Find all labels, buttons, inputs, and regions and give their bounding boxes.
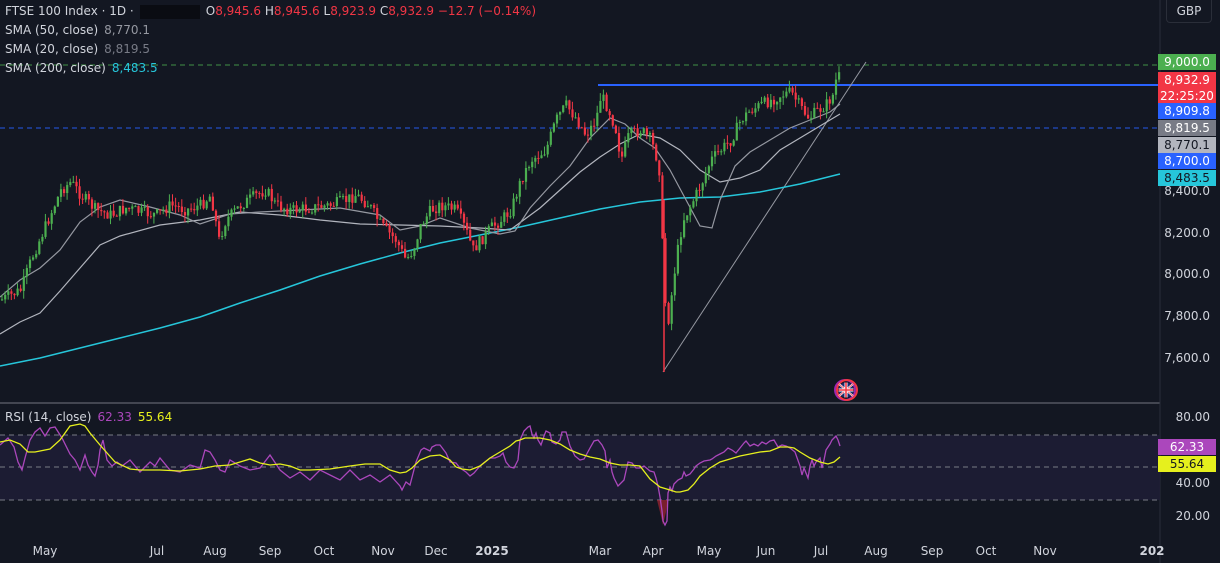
rsi-label: RSI (14, close) [5,410,92,424]
time-label: Mar [588,544,612,558]
open-value: 8,945.6 [215,4,262,18]
price-tag-support: 8,700.0 [1158,153,1216,169]
price-tick: 8,200.0 [1164,226,1210,240]
time-label: Aug [203,544,227,558]
time-label: Jul [813,544,829,558]
uk-flag-event-icon[interactable] [834,379,858,401]
sma-50-line [0,113,841,335]
low-value: 8,923.9 [330,4,377,18]
indicator-label: SMA (50, close) [5,23,99,37]
rsi-tick: 40.00 [1175,476,1210,490]
time-label: May [32,544,58,558]
time-label: Nov [371,544,395,558]
price-tag-resistance: 8,909.8 [1158,103,1216,119]
symbol-title: FTSE 100 Index · 1D · [5,4,134,18]
time-label: Sep [920,544,944,558]
time-label: Apr [642,544,664,558]
redacted-exchange [139,4,200,19]
rsi-ma-value-tag: 55.64 [1158,456,1216,472]
indicator-sma50[interactable]: SMA (50, close) 8,770.1 [5,21,536,40]
time-label: May [696,544,722,558]
chart-legend: FTSE 100 Index · 1D · O8,945.6 H8,945.6 … [5,2,536,78]
price-tick: 8,400.0 [1164,184,1210,198]
rsi-ma-value: 55.64 [137,410,173,424]
time-label: Oct [975,544,997,558]
indicator-value: 8,770.1 [104,23,150,37]
price-candles [1,66,841,372]
rsi-tick: 80.00 [1175,410,1210,424]
price-tag-9000: 9,000.0 [1158,54,1216,70]
ohlc-values: O8,945.6 H8,945.6 L8,923.9 C8,932.9 −12.… [205,4,537,18]
countdown: 22:25:20 [1160,89,1214,103]
indicator-value: 8,819.5 [104,42,150,56]
rsi-line [0,425,841,527]
rsi-value-tag: 62.33 [1158,439,1216,455]
currency-button[interactable]: GBP [1166,0,1212,23]
price-tick: 7,600.0 [1164,351,1210,365]
rsi-value: 62.33 [97,410,132,424]
indicator-sma20[interactable]: SMA (20, close) 8,819.5 [5,40,536,59]
time-label: 2025 [475,544,509,558]
rsi-tick: 20.00 [1175,509,1210,523]
time-label: Dec [424,544,448,558]
time-label: Jul [149,544,165,558]
indicator-value: 8,483.5 [111,61,158,75]
rsi-legend[interactable]: RSI (14, close) 62.33 55.64 [5,410,172,424]
price-tag-sma50: 8,770.1 [1158,137,1216,153]
time-label: Sep [258,544,282,558]
time-label: Aug [864,544,888,558]
price-tick: 8,000.0 [1164,267,1210,281]
rsi-ma-line [0,423,841,493]
price-tag-last: 8,932.9 22:25:20 [1158,72,1216,104]
time-label: 202 [1139,544,1165,558]
price-tag-sma200: 8,483.5 [1158,170,1216,186]
price-tick: 7,800.0 [1164,309,1210,323]
symbol-row[interactable]: FTSE 100 Index · 1D · O8,945.6 H8,945.6 … [5,2,536,21]
indicator-label: SMA (200, close) [5,61,106,75]
indicator-label: SMA (20, close) [5,42,99,56]
time-label: Oct [313,544,335,558]
indicator-sma200[interactable]: SMA (200, close) 8,483.5 [5,59,536,78]
sma-200-line [0,173,841,367]
time-label: Jun [756,544,776,558]
trendline[interactable] [662,61,867,373]
close-value: 8,932.9 [388,4,435,18]
change-value: −12.7 (−0.14%) [437,4,537,18]
price-tag-sma20: 8,819.5 [1158,120,1216,136]
time-label: Nov [1033,544,1057,558]
sma-20-line [0,103,841,298]
high-value: 8,945.6 [273,4,320,18]
